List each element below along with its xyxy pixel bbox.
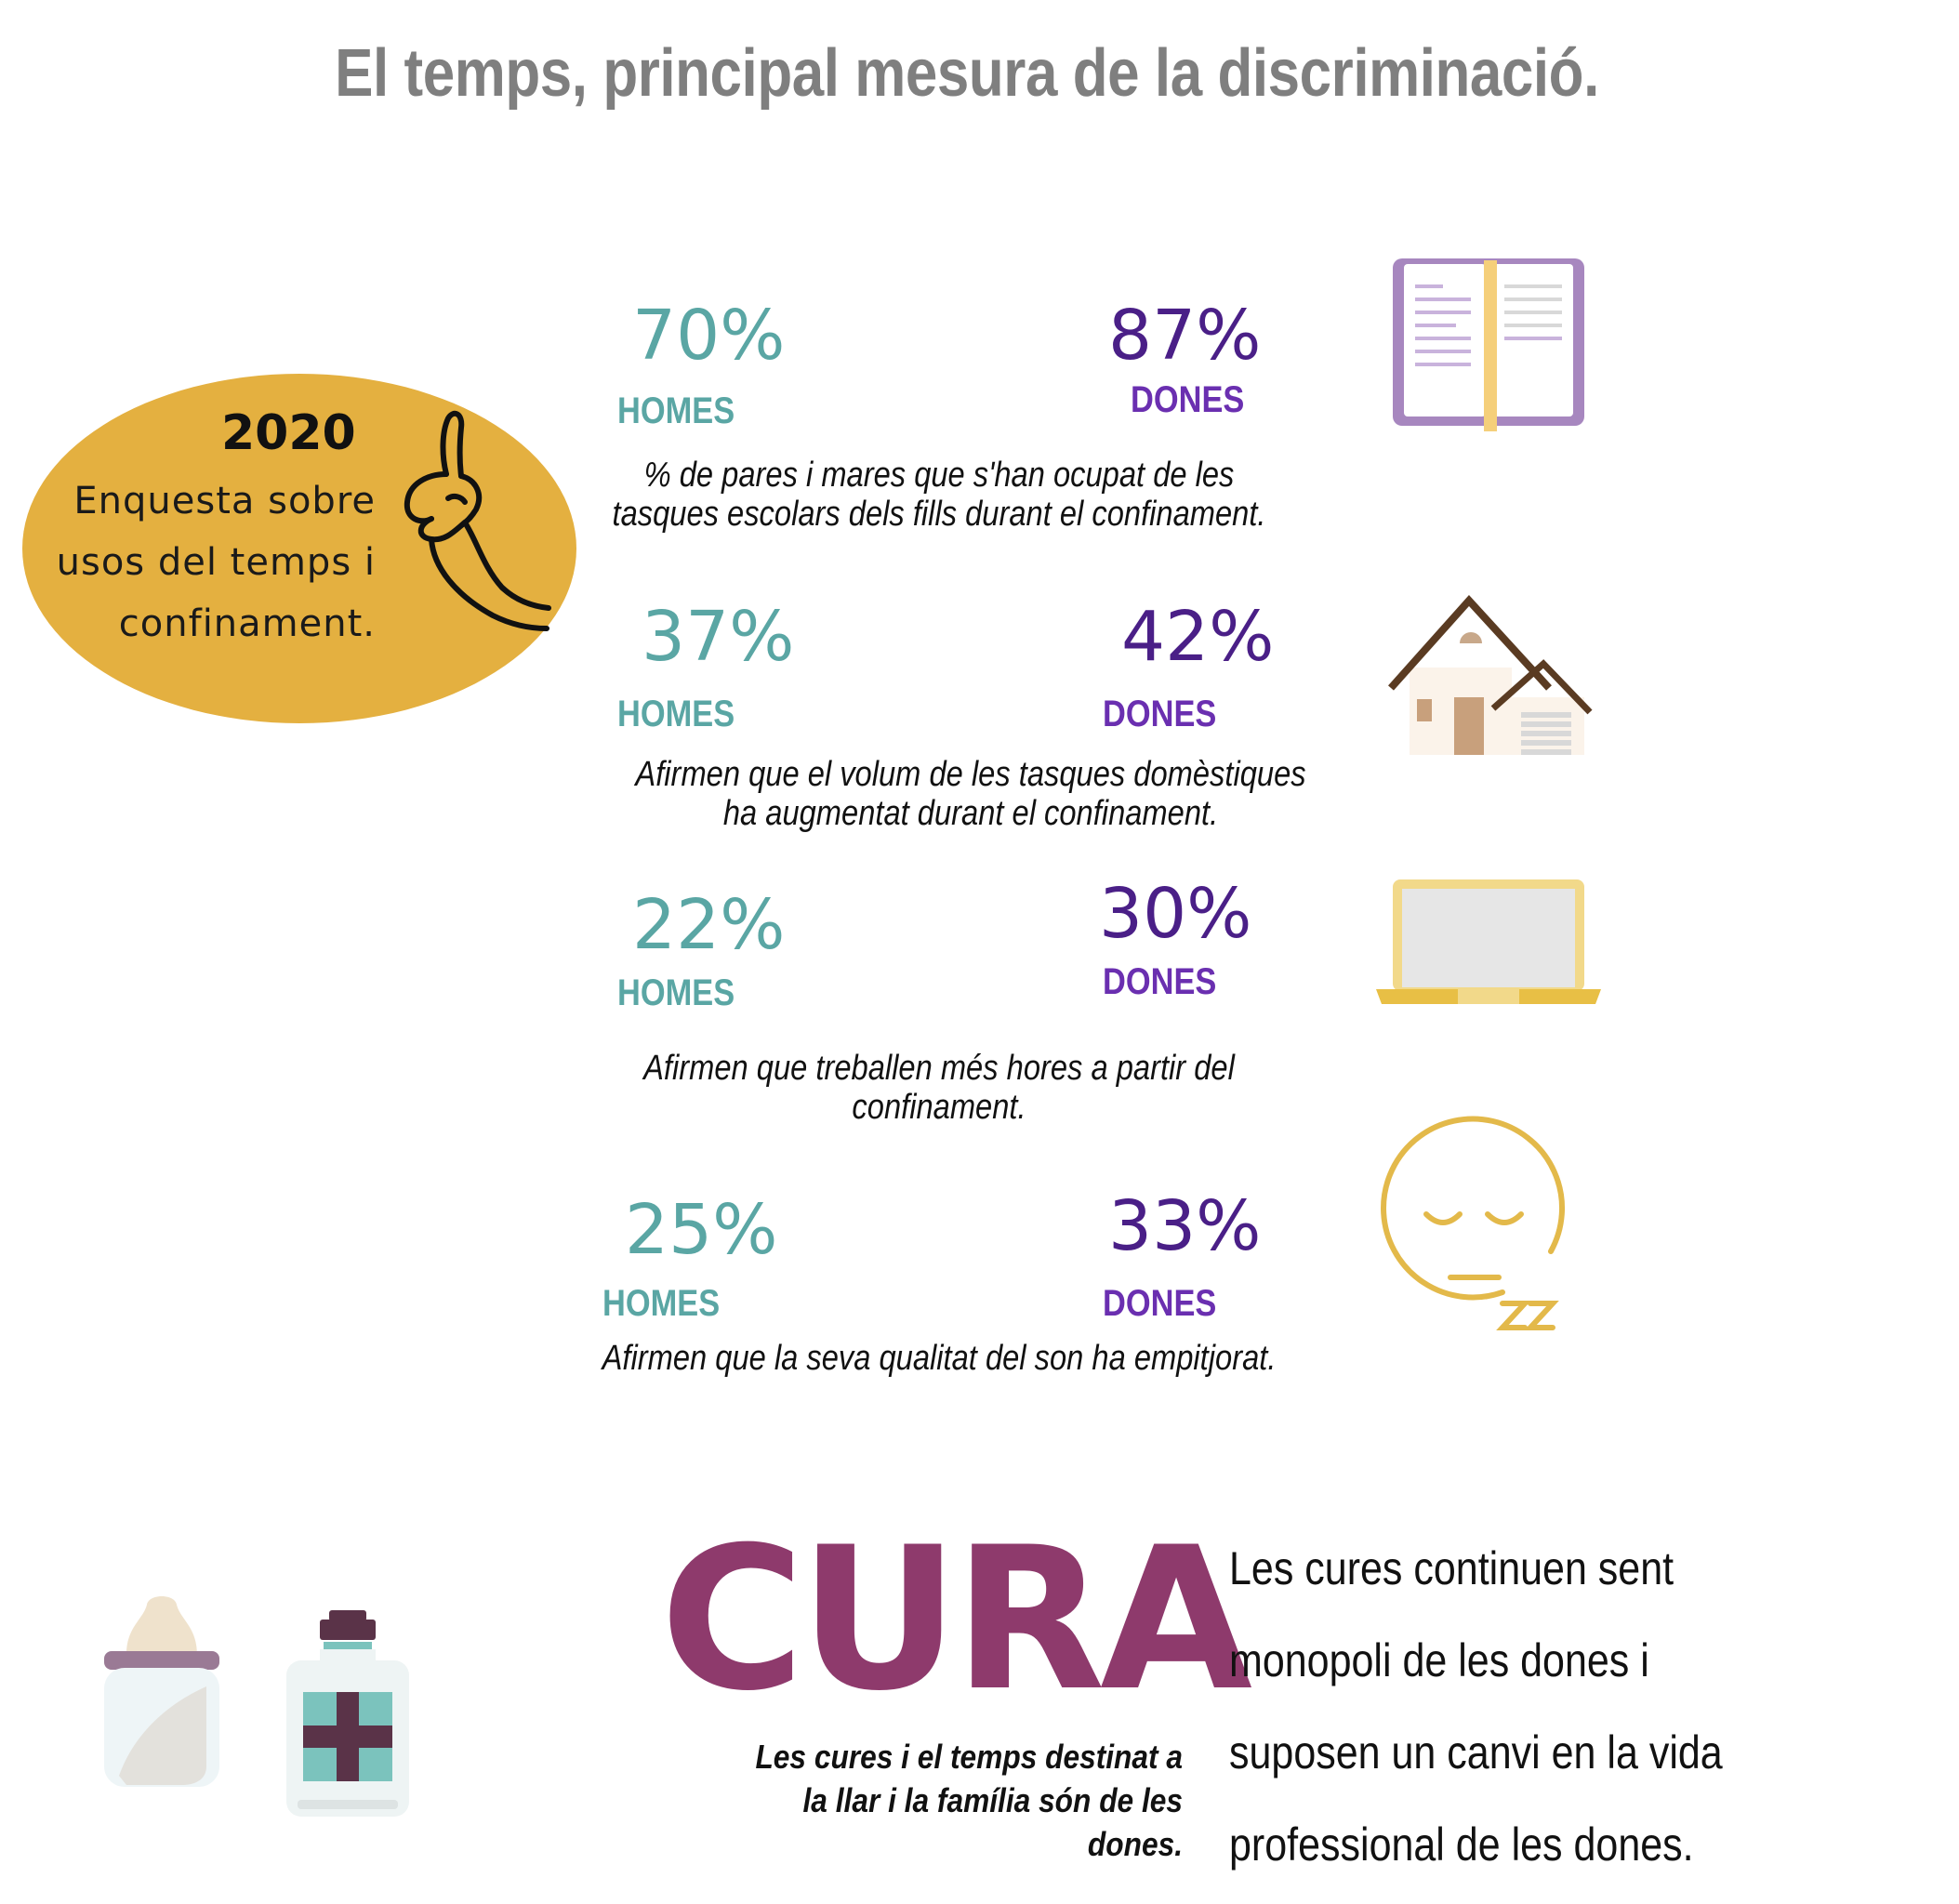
men-percentage: 22% <box>632 885 786 965</box>
survey-line-2: usos del temps i <box>56 541 376 584</box>
men-label: HOMES <box>617 972 735 1013</box>
pointing-hand-icon <box>404 410 551 631</box>
stat-description-line: ha augmentat durant el confinament. <box>722 794 1219 833</box>
care-statement: Les cures continuen sent monopoli de les… <box>1229 1523 1789 1891</box>
care-note-line: Les cures i el temps destinat a <box>755 1738 1183 1776</box>
women-label: DONES <box>1103 694 1217 734</box>
survey-year: 2020 <box>221 405 356 461</box>
stat-description: Afirmen que la seva qualitat del son ha … <box>579 1339 1299 1378</box>
care-note-line: dones. <box>1087 1825 1183 1863</box>
stat-description-line: Afirmen que el volum de les tasques domè… <box>635 755 1306 794</box>
women-percentage: 30% <box>1099 874 1252 954</box>
stat-description-line: Afirmen que treballen més hores a partir… <box>643 1049 1235 1088</box>
care-statement-line: Les cures continuen sent <box>1229 1542 1674 1594</box>
survey-badge <box>22 374 576 723</box>
women-label: DONES <box>1103 961 1217 1002</box>
survey-line-3: confinament. <box>118 602 376 645</box>
men-label: HOMES <box>617 694 735 734</box>
stat-description-line: % de pares i mares que s'han ocupat de l… <box>643 456 1235 495</box>
baby-bottle-icon <box>104 1596 219 1787</box>
stat-description-line: Afirmen que la seva qualitat del son ha … <box>602 1339 1277 1378</box>
women-label: DONES <box>1131 379 1245 420</box>
book-icon <box>1393 258 1584 431</box>
men-percentage: 25% <box>625 1190 778 1270</box>
medicine-bottle-icon <box>286 1610 409 1817</box>
women-percentage: 87% <box>1108 296 1262 376</box>
stat-description-line: confinament. <box>852 1088 1026 1127</box>
stat-description: Afirmen que el volum de les tasques domè… <box>611 755 1330 833</box>
care-statement-line: suposen un canvi en la vida <box>1229 1726 1723 1778</box>
women-percentage: 42% <box>1121 597 1275 677</box>
women-label: DONES <box>1103 1283 1217 1324</box>
men-label: HOMES <box>617 390 735 431</box>
laptop-icon <box>1376 879 1601 1004</box>
survey-line-1: Enquesta sobre <box>73 480 376 522</box>
stat-description: % de pares i mares que s'han ocupat de l… <box>579 456 1299 534</box>
men-percentage: 37% <box>642 597 795 677</box>
men-label: HOMES <box>602 1283 721 1324</box>
stat-description: Afirmen que treballen més hores a partir… <box>579 1049 1299 1127</box>
cura-heading: CURA <box>660 1504 1252 1734</box>
page-title: El temps, principal mesura de la discrim… <box>335 36 1599 111</box>
women-percentage: 33% <box>1108 1186 1262 1266</box>
sleeping-face-icon <box>1381 1116 1566 1330</box>
care-statement-line: professional de les dones. <box>1229 1818 1694 1871</box>
care-note: Les cures i el temps destinat a la llar … <box>715 1735 1183 1866</box>
care-statement-line: monopoli de les dones i <box>1229 1634 1649 1686</box>
care-note-line: la llar i la família són de les <box>802 1781 1183 1819</box>
men-percentage: 70% <box>632 296 786 376</box>
stat-description-line: tasques escolars dels fills durant el co… <box>612 495 1266 534</box>
house-icon <box>1388 595 1593 755</box>
